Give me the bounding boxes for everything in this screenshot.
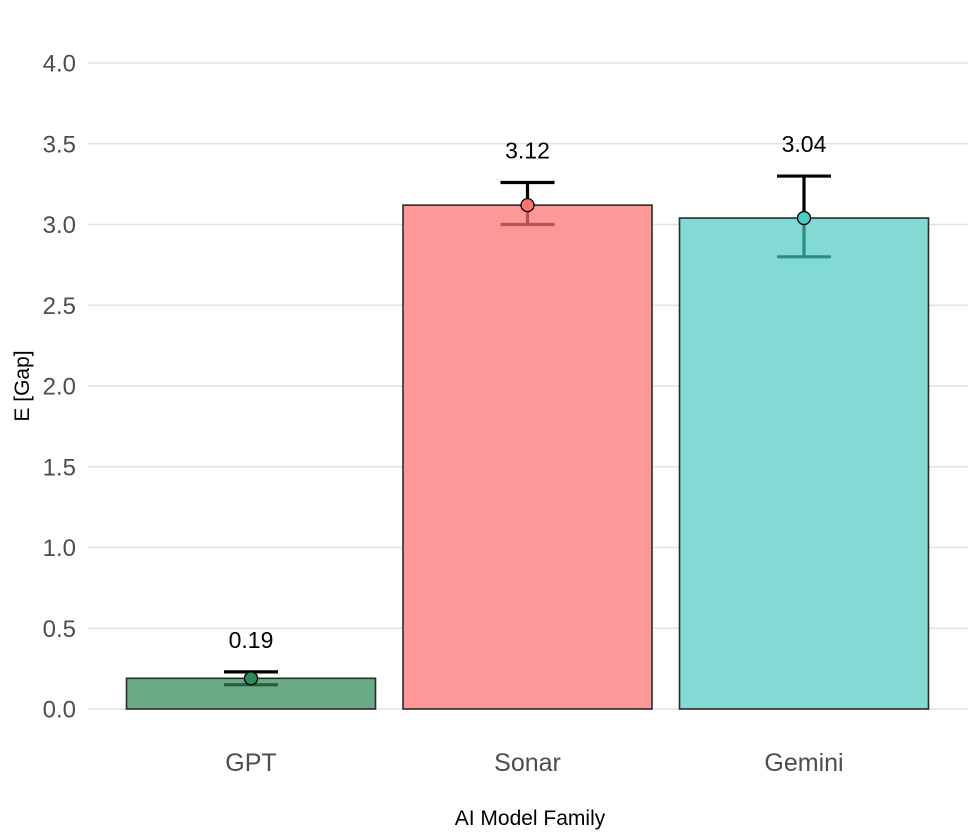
x-axis-title: AI Model Family (455, 807, 606, 830)
y-tick-label: 4.0 (43, 51, 76, 78)
mean-point (796, 210, 812, 226)
y-tick-label: 0.5 (43, 616, 76, 643)
y-axis-title: E [Gap] (11, 350, 34, 421)
x-tick-label: Gemini (764, 749, 843, 777)
y-tick-label: 1.0 (43, 535, 76, 562)
x-axis-ticks: GPT Sonar Gemini (225, 749, 843, 777)
y-tick-label: 1.5 (43, 454, 76, 481)
x-tick-label: GPT (225, 749, 276, 777)
bars (125, 204, 930, 710)
mean-points (243, 197, 812, 686)
data-label: 0.19 (229, 627, 274, 653)
y-tick-label: 2.0 (43, 374, 76, 401)
data-label: 3.04 (782, 131, 827, 157)
data-label: 3.12 (505, 138, 550, 164)
mean-point (520, 197, 535, 213)
bar-gemini (678, 217, 930, 710)
x-tick-label: Sonar (494, 749, 561, 777)
data-labels: 0.19 3.12 3.04 (229, 131, 827, 653)
y-axis-ticks: 0.0 0.5 1.0 1.5 2.0 2.5 3.0 3.5 4.0 (43, 51, 76, 724)
y-tick-label: 2.5 (43, 293, 76, 320)
mean-point (243, 671, 259, 686)
y-tick-label: 3.5 (43, 131, 76, 158)
y-tick-label: 3.0 (43, 212, 76, 239)
y-tick-label: 0.0 (43, 697, 76, 724)
bar-sonar (402, 204, 653, 710)
